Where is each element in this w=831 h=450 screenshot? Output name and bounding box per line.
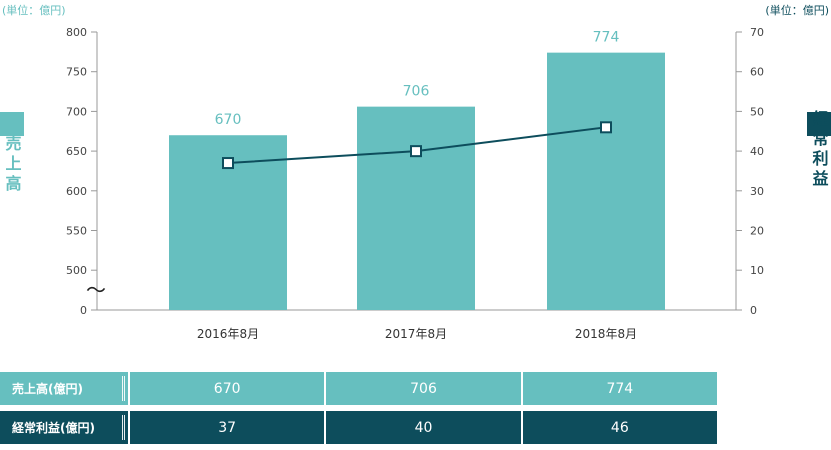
right-tick-label: 60 bbox=[750, 66, 764, 79]
bar-sales bbox=[547, 52, 665, 310]
table-cell: 46 bbox=[520, 411, 717, 444]
right-tick-label: 10 bbox=[750, 264, 764, 277]
table-cell: 40 bbox=[324, 411, 521, 444]
left-tick-label: 700 bbox=[66, 105, 87, 118]
table-cell: 774 bbox=[520, 372, 717, 405]
sales-axis-title: 売上高 bbox=[3, 134, 22, 195]
sales-legend-swatch bbox=[0, 112, 24, 136]
table-cell: 706 bbox=[324, 372, 521, 405]
axis-break-mark: 〜 bbox=[86, 278, 106, 302]
bar-value-label: 670 bbox=[215, 112, 242, 128]
left-tick-label: 600 bbox=[66, 185, 87, 198]
bar-value-label: 706 bbox=[403, 84, 430, 100]
profit-point bbox=[410, 145, 422, 158]
left-tick-label: 550 bbox=[66, 225, 87, 238]
x-axis-ticks: 2016年8月 2017年8月 2018年8月 bbox=[197, 327, 637, 341]
profit-line bbox=[222, 121, 612, 170]
bar-sales bbox=[357, 106, 475, 310]
profit-axis-title: 経常利益 bbox=[810, 109, 829, 190]
left-tick-label: 800 bbox=[66, 26, 87, 39]
table-cell: 670 bbox=[128, 372, 325, 405]
right-tick-label: 50 bbox=[750, 105, 764, 118]
table-row-sales: 売上高(億円) 670 706 774 bbox=[0, 372, 717, 405]
table-cell: 37 bbox=[128, 411, 325, 444]
right-tick-label: 0 bbox=[750, 304, 757, 317]
left-tick-label: 500 bbox=[66, 264, 87, 277]
data-table: 売上高(億円) 670 706 774 経常利益(億円) 37 40 46 bbox=[0, 372, 717, 450]
right-tick-label: 30 bbox=[750, 185, 764, 198]
right-tick-label: 40 bbox=[750, 145, 764, 158]
table-row-header: 売上高(億円) bbox=[0, 372, 128, 405]
table-row-header: 経常利益(億円) bbox=[0, 411, 128, 444]
right-tick-label: 70 bbox=[750, 26, 764, 39]
left-axis-ticks: 800 750 700 650 600 550 500 0 bbox=[66, 26, 97, 317]
x-tick-label: 2018年8月 bbox=[575, 327, 637, 341]
right-axis-ticks: 70 60 50 40 30 20 10 0 bbox=[736, 26, 764, 317]
right-unit-label: (単位：億円) bbox=[765, 3, 829, 17]
left-unit-label: (単位：億円) bbox=[2, 3, 66, 17]
right-tick-label: 20 bbox=[750, 225, 764, 238]
combo-chart: (単位：億円) (単位：億円) 売上高 経常利益 800750700650600… bbox=[0, 3, 831, 341]
profit-point bbox=[222, 157, 234, 170]
table-row-profit: 経常利益(億円) 37 40 46 bbox=[0, 411, 717, 444]
left-tick-label: 750 bbox=[66, 66, 87, 79]
profit-legend-swatch bbox=[807, 112, 831, 136]
left-tick-label: 650 bbox=[66, 145, 87, 158]
x-tick-label: 2016年8月 bbox=[197, 327, 259, 341]
bar-value-label: 774 bbox=[593, 30, 620, 46]
bar-labels: 670 706 774 bbox=[215, 30, 620, 129]
left-tick-label: 0 bbox=[80, 304, 87, 317]
profit-point bbox=[600, 121, 612, 134]
x-tick-label: 2017年8月 bbox=[385, 327, 447, 341]
